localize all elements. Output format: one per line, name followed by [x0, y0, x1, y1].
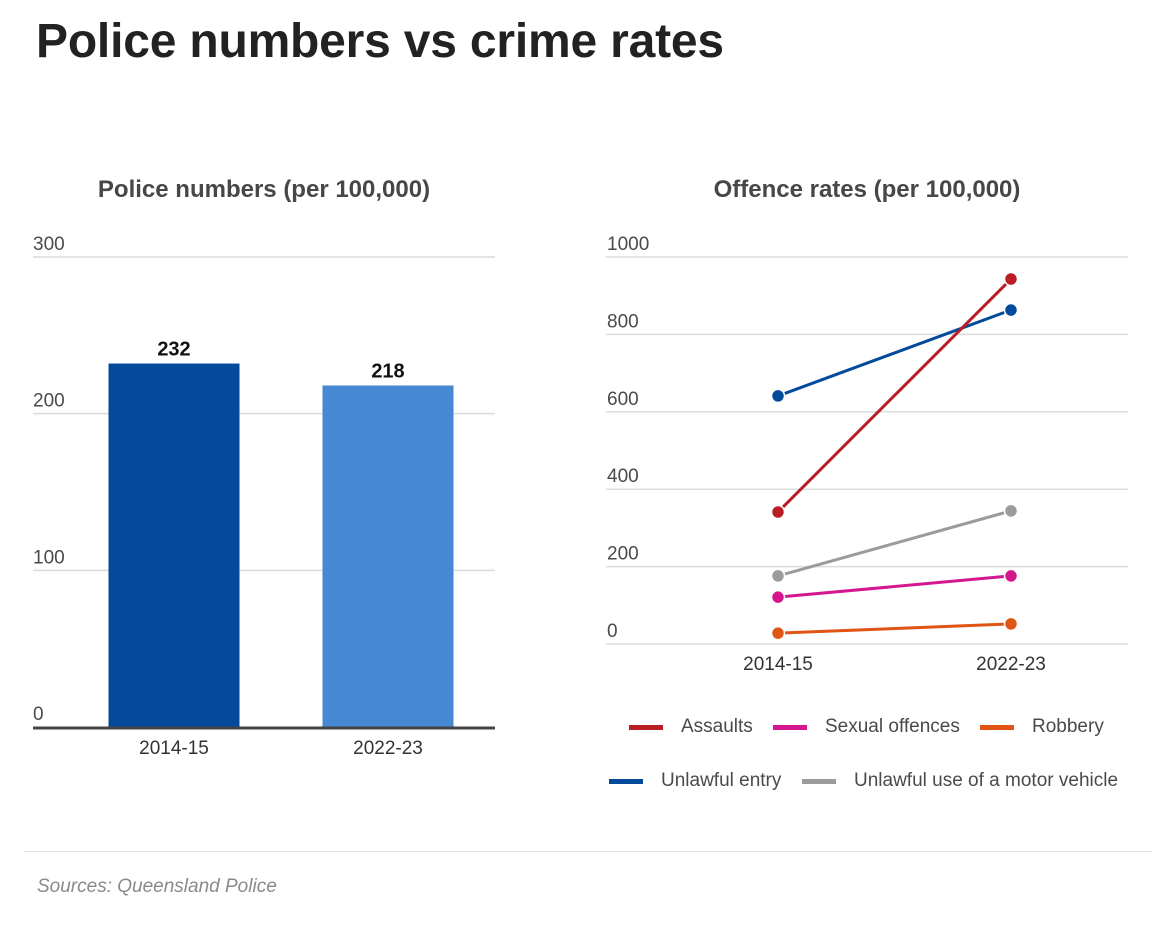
x-tick-label: 2014-15	[139, 738, 209, 759]
data-point-unlawful-use-of-a-motor-vehicle	[770, 568, 786, 584]
bar	[108, 363, 240, 727]
bar-chart-title: Police numbers (per 100,000)	[97, 176, 431, 203]
y-tick-label: 100	[33, 547, 65, 568]
bar	[322, 385, 454, 727]
y-tick-label: 300	[33, 234, 65, 255]
legend-swatch	[773, 724, 807, 730]
y-tick-label: 400	[607, 466, 639, 487]
source-note: Sources: Queensland Police	[37, 876, 277, 897]
legend-item: Sexual offences	[773, 716, 960, 738]
legend-label: Sexual offences	[825, 716, 960, 737]
y-tick-label: 0	[607, 621, 618, 642]
series-line-assaults	[776, 277, 1013, 514]
y-tick-label: 200	[607, 544, 639, 565]
legend-item: Unlawful use of a motor vehicle	[802, 770, 1118, 792]
data-point-robbery	[1003, 616, 1019, 632]
y-tick-label: 800	[607, 311, 639, 332]
data-point-unlawful-entry	[770, 388, 786, 404]
line-chart: 0 200 400 600 800 1000 2014-15 2022-23	[606, 234, 1128, 675]
bar-data-label: 232	[157, 339, 190, 361]
data-point-sexual-offences	[770, 589, 786, 605]
main-title: Police numbers vs crime rates	[36, 15, 724, 68]
series-line-robbery	[777, 622, 1012, 635]
x-tick-label: 2022-23	[353, 738, 423, 759]
series-line-sexual-offences	[777, 574, 1012, 599]
legend-item: Robbery	[980, 716, 1104, 738]
data-point-assaults	[1003, 271, 1019, 287]
legend-swatch	[629, 724, 663, 730]
data-point-robbery	[770, 625, 786, 641]
legend-item: Unlawful entry	[609, 770, 781, 792]
legend-item: Assaults	[629, 716, 753, 738]
y-tick-label: 200	[33, 391, 65, 412]
legend-swatch	[980, 724, 1014, 730]
data-point-sexual-offences	[1003, 568, 1019, 584]
x-tick-label: 2022-23	[976, 654, 1046, 675]
data-point-unlawful-use-of-a-motor-vehicle	[1003, 503, 1019, 519]
legend-swatch	[802, 778, 836, 784]
legend-label: Assaults	[681, 716, 753, 737]
legend-label: Unlawful entry	[661, 770, 782, 791]
bar-chart: 0 100 200 300 232 2014-15 218 2022-23	[33, 234, 495, 759]
legend-label: Unlawful use of a motor vehicle	[854, 770, 1119, 791]
data-point-unlawful-entry	[1003, 302, 1019, 318]
footer-divider	[24, 851, 1152, 852]
legend-label: Robbery	[1032, 716, 1104, 737]
y-tick-label: 0	[33, 704, 44, 725]
line-chart-title: Offence rates (per 100,000)	[713, 176, 1021, 203]
bar-data-label: 218	[371, 360, 404, 382]
series-line-unlawful-entry	[777, 308, 1012, 398]
series-line-unlawful-use-of-a-motor-vehicle	[777, 509, 1012, 578]
legend-swatch	[609, 778, 643, 784]
y-tick-label: 600	[607, 389, 639, 410]
data-point-assaults	[770, 504, 786, 520]
x-tick-label: 2014-15	[743, 654, 813, 675]
y-tick-label: 1000	[607, 234, 649, 255]
